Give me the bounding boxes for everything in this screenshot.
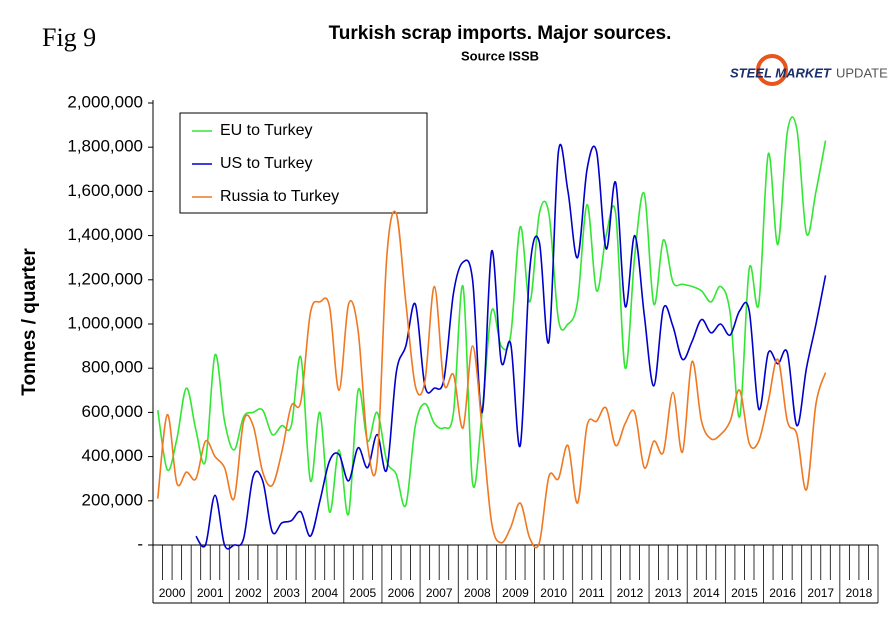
- chart-title: Turkish scrap imports. Major sources.: [329, 23, 672, 44]
- x-tick-label: 2008: [464, 586, 491, 600]
- y-tick-label: 1,400,000: [67, 225, 143, 244]
- y-tick-label: 1,800,000: [67, 137, 143, 156]
- legend-label: EU to Turkey: [220, 122, 312, 139]
- y-axis-title: Tonnes / quarter: [19, 248, 40, 396]
- x-tick-label: 2001: [197, 586, 224, 600]
- figure-label: Fig 9: [42, 23, 96, 52]
- x-tick-label: 2006: [388, 586, 415, 600]
- x-tick-label: 2002: [235, 586, 262, 600]
- logo-text: UPDATE: [836, 65, 888, 80]
- x-tick-label: 2007: [426, 586, 453, 600]
- y-tick-label: 600,000: [82, 402, 143, 421]
- logo-text: STEEL MARKET: [730, 65, 832, 80]
- y-tick-label: 200,000: [82, 490, 143, 509]
- legend-label: US to Turkey: [220, 155, 312, 172]
- x-tick-label: 2017: [807, 586, 834, 600]
- x-tick-label: 2009: [502, 586, 529, 600]
- x-tick-label: 2000: [159, 586, 186, 600]
- x-tick-label: 2004: [311, 586, 338, 600]
- y-tick-label: 800,000: [82, 358, 143, 377]
- x-tick-label: 2013: [655, 586, 682, 600]
- y-tick-label: 1,000,000: [67, 313, 143, 332]
- x-tick-label: 2014: [693, 586, 720, 600]
- y-tick-label: 1,200,000: [67, 269, 143, 288]
- x-tick-label: 2010: [540, 586, 567, 600]
- x-tick-label: 2015: [731, 586, 758, 600]
- series-line: [195, 143, 827, 550]
- y-tick-label: 1,600,000: [67, 181, 143, 200]
- y-tick-label: 2,000,000: [67, 92, 143, 111]
- x-tick-label: 2011: [579, 586, 605, 600]
- legend-box: [179, 112, 428, 214]
- chart-subtitle: Source ISSB: [461, 48, 539, 63]
- series-line: [156, 210, 827, 549]
- y-tick-label: -: [137, 534, 143, 553]
- x-tick-label: 2005: [350, 586, 377, 600]
- x-tick-label: 2012: [617, 586, 644, 600]
- x-tick-label: 2003: [273, 586, 300, 600]
- x-tick-label: 2018: [846, 586, 873, 600]
- x-tick-label: 2016: [769, 586, 796, 600]
- logo-swoosh: [756, 54, 788, 86]
- y-tick-label: 400,000: [82, 446, 143, 465]
- legend-label: Russia to Turkey: [220, 188, 339, 205]
